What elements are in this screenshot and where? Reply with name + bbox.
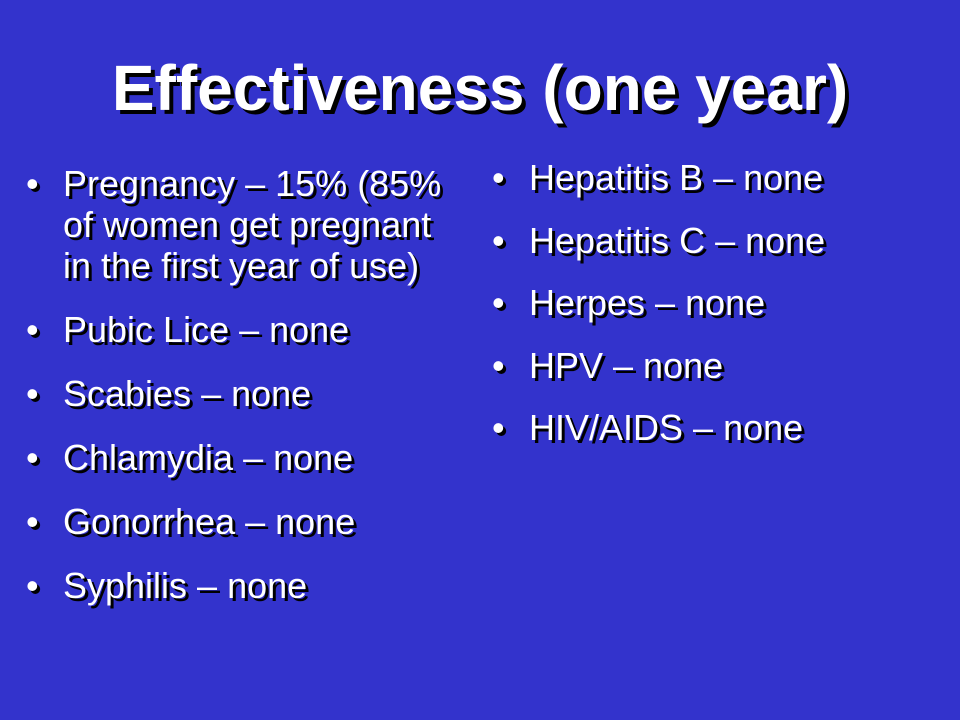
list-item-text: Herpes – none: [529, 282, 766, 323]
left-bullet-list: • Pregnancy – 15% (85% of women get preg…: [26, 163, 446, 606]
list-item-text: Hepatitis C – none: [529, 219, 826, 261]
bullet-icon: •: [492, 157, 505, 198]
bullet-icon: •: [26, 437, 39, 478]
list-item-text: Pregnancy – 15% (85% of women get pregna…: [63, 163, 442, 286]
list-item: • Syphilis – none: [26, 565, 446, 606]
list-item-text: Syphilis – none: [63, 565, 308, 606]
slide-title: Effectiveness (one year): [111, 52, 849, 124]
list-item: • Hepatitis C – none: [492, 220, 932, 261]
list-item: • HIV/AIDS – none: [492, 407, 932, 448]
list-item: • HPV – none: [492, 345, 932, 386]
list-item: • Pregnancy – 15% (85% of women get preg…: [26, 163, 446, 286]
bullet-icon: •: [492, 407, 505, 448]
right-bullet-list: • Hepatitis B – none • Hepatitis C – non…: [492, 157, 932, 448]
list-item-text: Gonorrhea – none: [63, 501, 356, 542]
list-item: • Pubic Lice – none: [26, 309, 446, 350]
list-item-text: Chlamydia – none: [63, 437, 354, 478]
list-item-text: Pubic Lice – none: [63, 309, 350, 350]
list-item: • Scabies – none: [26, 373, 446, 414]
bullet-icon: •: [26, 501, 39, 542]
list-item: • Chlamydia – none: [26, 437, 446, 478]
list-item: • Gonorrhea – none: [26, 501, 446, 542]
bullet-icon: •: [26, 565, 39, 606]
list-item-text: Hepatitis B – none: [529, 157, 824, 198]
bullet-icon: •: [492, 219, 505, 261]
list-item: • Hepatitis B – none: [492, 157, 932, 198]
bullet-icon: •: [26, 373, 39, 414]
list-item-text: HPV – none: [529, 344, 724, 386]
list-item-text: Scabies – none: [63, 373, 312, 414]
list-item: • Herpes – none: [492, 282, 932, 323]
bullet-icon: •: [492, 282, 505, 323]
bullet-icon: •: [26, 309, 39, 350]
bullet-icon: •: [492, 344, 505, 386]
bullet-icon: •: [26, 163, 39, 204]
list-item-text: HIV/AIDS – none: [529, 407, 804, 448]
